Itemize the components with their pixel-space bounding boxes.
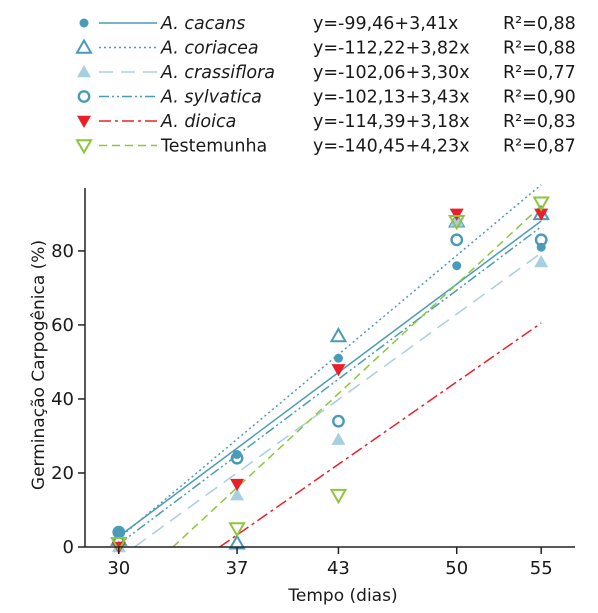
y-tick-label: 60 [51,315,74,336]
legend-marker [75,139,93,155]
legend-equation: y=-114,39+3,18x [313,112,470,132]
legend-equation: y=-99,46+3,41x [313,14,458,34]
data-point-series-6 [110,537,128,553]
y-tick-label: 0 [63,537,74,558]
plot-area: 0 20 40 60 80 30 37 43 50 55 [51,184,575,579]
legend-entry-2: A. coriacea y=-112,22+3,82x R²=0,88 [75,38,576,59]
data-point-series-4 [450,233,464,247]
data-point-series-1 [333,353,343,363]
legend-r-squared: R²=0,77 [503,63,576,83]
data-point-series-6 [228,522,246,538]
data-point-series-2 [329,327,348,343]
data-points [110,196,550,554]
legend: A. cacans y=-99,46+3,41x R²=0,88A. coriace… [75,14,576,157]
legend-marker [75,38,93,54]
data-point-series-5 [230,478,245,492]
legend-equation: y=-140,45+4,23x [313,137,470,157]
y-axis-title: Germinação Carpogênica (%) [29,240,49,490]
data-point-series-6 [532,196,550,212]
data-point-series-3 [534,255,549,268]
legend-series-name: A. crassiflora [160,63,275,83]
legend-r-squared: R²=0,88 [503,14,576,34]
legend-r-squared: R²=0,88 [503,39,576,59]
data-point-series-3 [331,432,346,445]
legend-entry-3: A. crassiflora y=-102,06+3,30x R²=0,77 [77,63,576,83]
legend-r-squared: R²=0,87 [503,137,576,157]
data-point-series-5 [331,364,346,377]
x-tick-label: 55 [530,558,553,579]
regression-line-4 [118,226,542,545]
legend-equation: y=-102,06+3,30x [313,63,470,83]
regression-line-5 [219,322,542,547]
legend-entry-4: A. sylvatica y=-102,13+3,43x R²=0,90 [77,88,576,108]
x-tick-label: 30 [107,558,130,579]
legend-entry-6: Testemunha y=-140,45+4,23x R²=0,87 [75,137,576,157]
x-tick-label: 37 [226,558,249,579]
legend-marker [77,115,91,128]
regression-line-1 [118,220,542,538]
legend-entry-1: A. cacans y=-99,46+3,41x R²=0,88 [79,14,576,34]
y-tick-label: 20 [51,463,74,484]
legend-marker [79,18,89,28]
legend-equation: y=-112,22+3,82x [313,39,470,59]
regression-line-6 [172,205,542,547]
legend-equation: y=-102,13+3,43x [313,88,470,108]
regression-line-2 [118,184,542,539]
data-point-series-6 [329,488,348,505]
axes: 0 20 40 60 80 30 37 43 50 55 [51,188,575,579]
legend-r-squared: R²=0,90 [503,88,576,108]
legend-series-name: A. dioica [160,112,236,132]
legend-r-squared: R²=0,83 [503,112,576,132]
data-point-series-4 [230,451,244,465]
data-point-series-5 [534,208,549,221]
x-tick-label: 43 [327,558,350,579]
data-point-series-4 [332,414,345,428]
legend-marker [77,90,91,103]
x-axis-title: Tempo (dias) [287,586,397,606]
y-tick-label: 80 [51,241,74,262]
data-point-series-5 [449,208,464,221]
regression-line-3 [134,252,542,547]
data-point-series-3 [230,488,245,501]
x-tick-label: 50 [445,558,468,579]
data-point-series-4 [534,233,548,247]
regression-lines [118,184,542,547]
legend-entry-5: A. dioica y=-114,39+3,18x R²=0,83 [77,112,576,132]
data-point-series-1 [452,261,462,271]
legend-marker [77,65,91,78]
y-tick-label: 40 [51,389,74,410]
legend-series-name: A. coriacea [160,39,259,59]
data-point-series-6 [448,215,466,231]
legend-series-name: A. cacans [160,14,245,34]
legend-series-name: A. sylvatica [160,88,262,108]
legend-series-name: Testemunha [160,137,267,157]
